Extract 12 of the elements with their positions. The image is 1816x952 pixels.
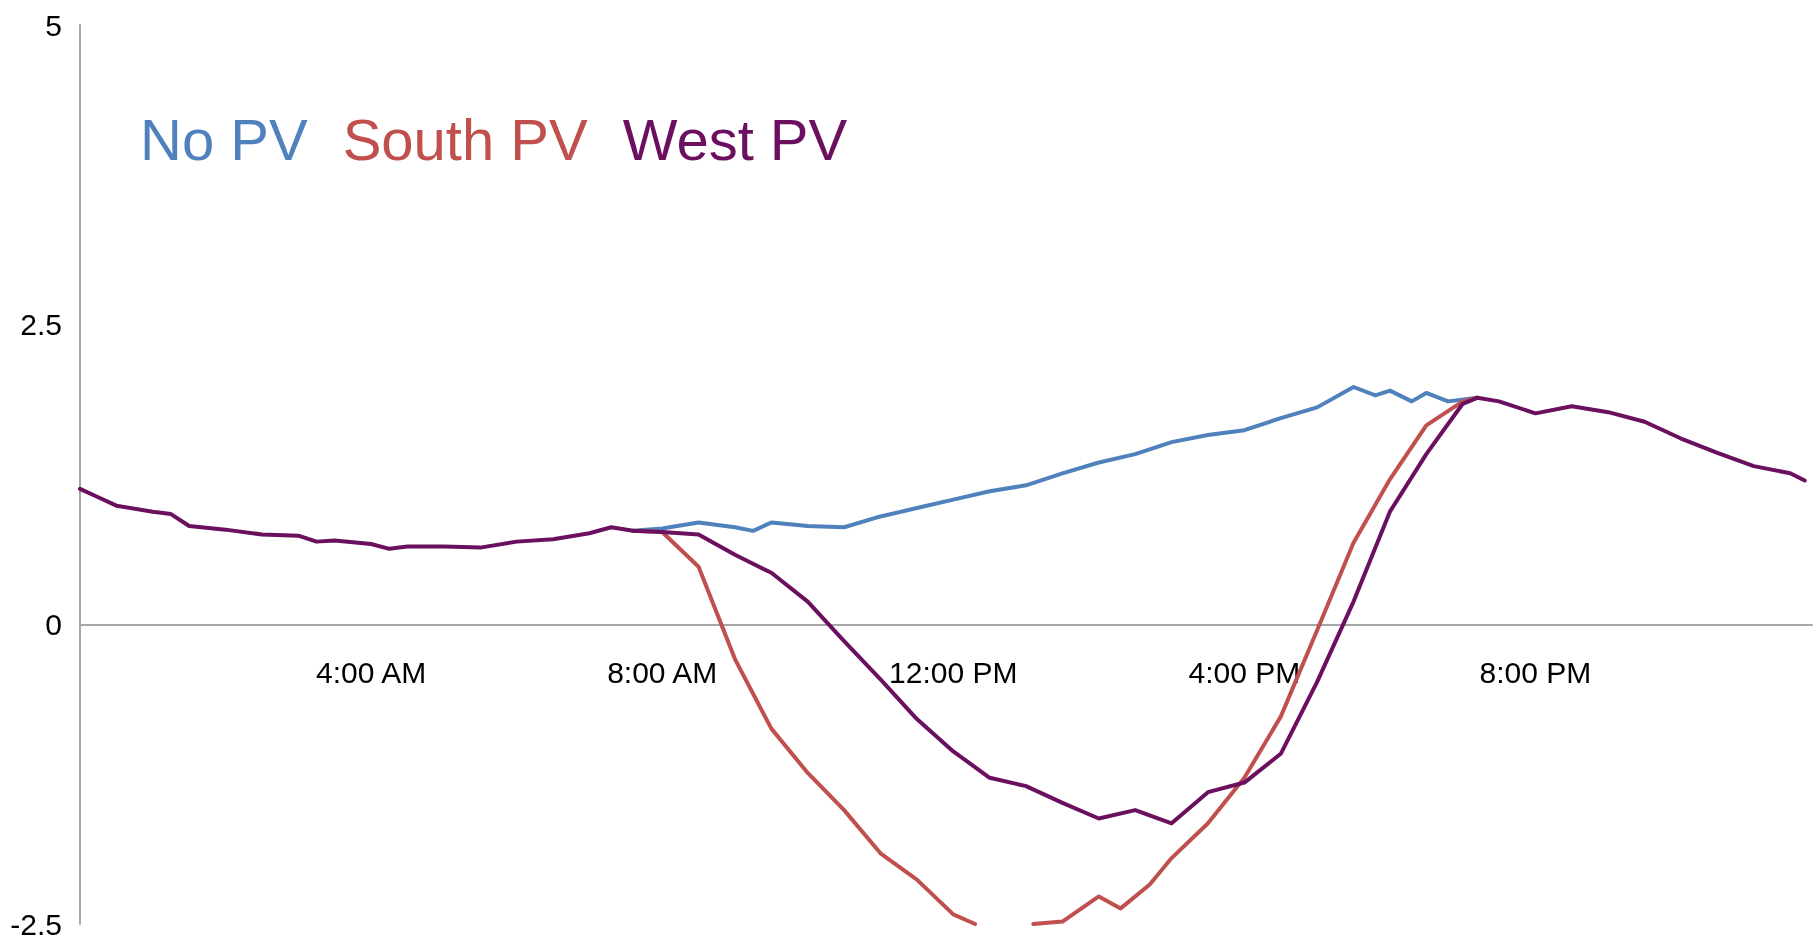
- x-tick-label: 4:00 AM: [316, 655, 427, 689]
- line-series: [78, 395, 1807, 826]
- x-tick-label: 8:00 AM: [607, 655, 718, 689]
- y-tick-label: 2.5: [20, 308, 62, 342]
- y-tick-label: -2.5: [10, 907, 62, 941]
- text: No PV: [140, 106, 308, 172]
- text: South PV: [342, 106, 588, 172]
- x-tick-label: 8:00 PM: [1479, 655, 1592, 689]
- text: West PV: [622, 106, 848, 172]
- x-tick-label: 12:00 PM: [889, 655, 1018, 689]
- y-tick-label: 0: [45, 607, 62, 641]
- y-tick-label: 5: [45, 8, 62, 42]
